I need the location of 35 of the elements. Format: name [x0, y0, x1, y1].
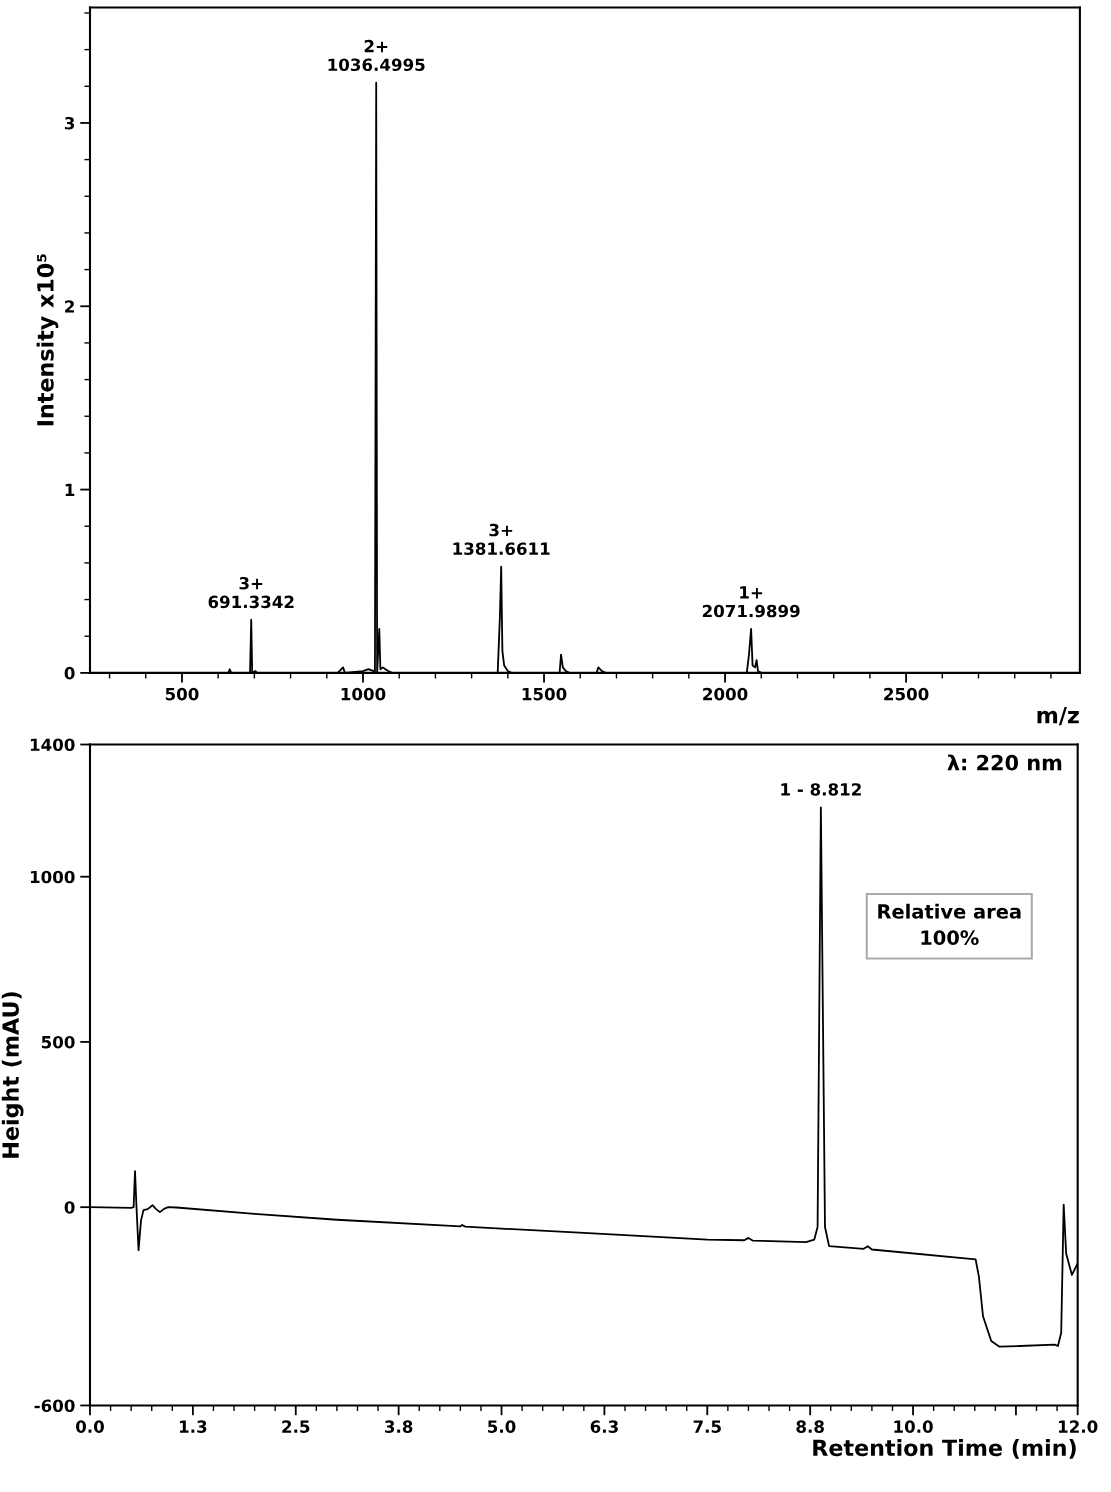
x-tick-label: 1.3 — [179, 1420, 207, 1433]
annotation: 3+ 1381.6611 — [453, 523, 550, 556]
y-axis-title: Intensity x10⁵ — [36, 254, 59, 426]
x-axis-title: m/z — [1037, 707, 1079, 726]
y-tick-label: 500 — [41, 1035, 75, 1049]
y-tick-label: 1400 — [30, 738, 75, 752]
annotation: 1+ 2071.9899 — [702, 586, 800, 618]
x-axis-title: Retention Time (min) — [813, 1438, 1076, 1459]
x-tick-label: 1000 — [341, 687, 386, 701]
x-tick-label: 12.0 — [1058, 1420, 1098, 1433]
y-tick-label: 2 — [65, 300, 74, 313]
y-tick-label: 1000 — [30, 870, 75, 884]
annotation: 2+ 1036.4995 — [328, 39, 425, 72]
x-tick-label: 7.5 — [693, 1420, 721, 1433]
x-tick-label: 2000 — [703, 687, 748, 701]
x-tick-label: 1500 — [522, 687, 567, 701]
annotation: Relative area 100% — [878, 903, 1021, 946]
y-tick-label: 0 — [64, 666, 75, 680]
y-tick-label: 3 — [64, 116, 75, 130]
annotation: 1 - 8.812 — [781, 783, 861, 796]
x-tick-label: 5.0 — [488, 1420, 516, 1433]
x-tick-label: 2500 — [884, 687, 929, 701]
y-tick-label: -600 — [34, 1399, 75, 1413]
x-tick-label: 10.0 — [894, 1420, 933, 1433]
y-axis-title: Height (mAU) — [1, 992, 24, 1158]
x-tick-label: 3.8 — [384, 1420, 413, 1433]
annotation: 3+ 691.3342 — [208, 576, 294, 609]
y-tick-label: 0 — [64, 1201, 75, 1214]
x-tick-label: 500 — [165, 687, 199, 701]
x-tick-label: 0.0 — [76, 1420, 104, 1433]
x-tick-label: 6.3 — [590, 1420, 618, 1433]
annotation: λ: 220 nm — [947, 754, 1062, 771]
x-tick-label: 2.5 — [282, 1420, 310, 1433]
y-tick-label: 1 — [65, 483, 75, 496]
x-tick-label: 8.8 — [796, 1420, 824, 1433]
